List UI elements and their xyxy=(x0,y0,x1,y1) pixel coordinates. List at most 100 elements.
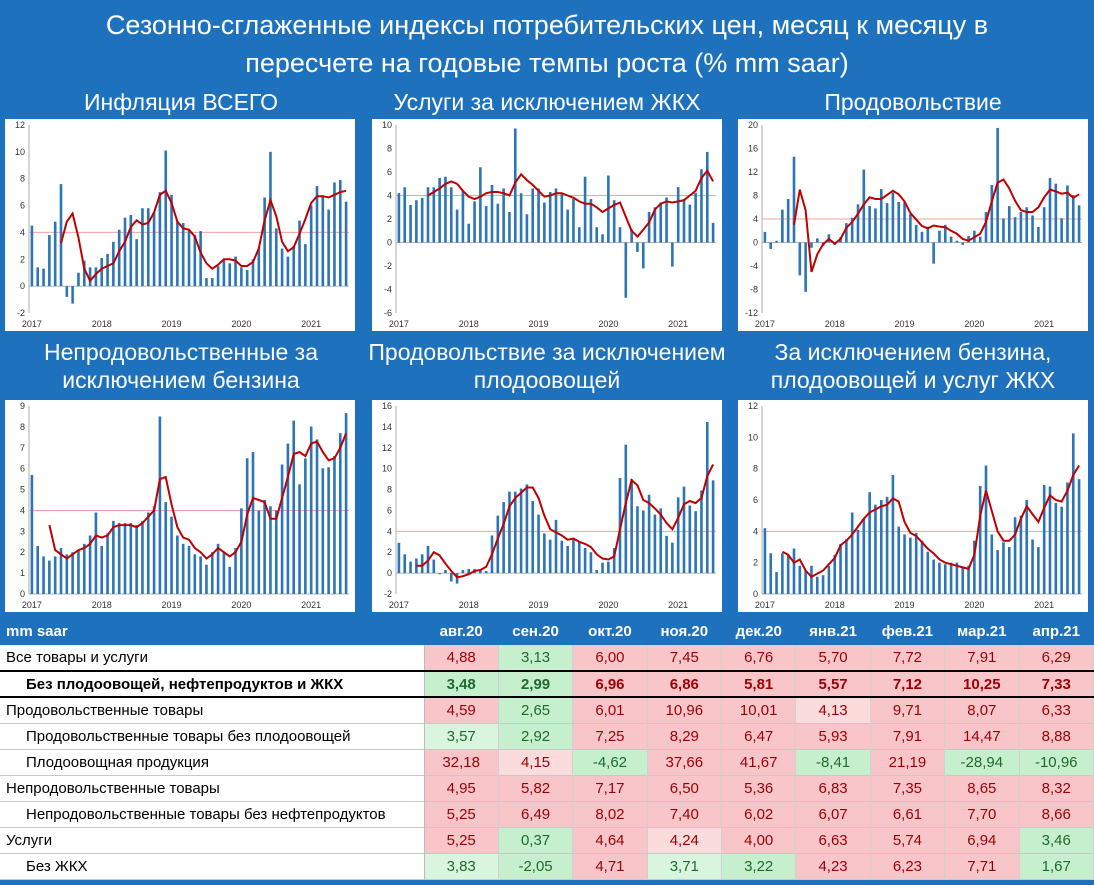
bar xyxy=(222,552,226,594)
bar xyxy=(815,576,819,594)
bar xyxy=(234,256,237,287)
x-tick-label: 2018 xyxy=(459,600,479,610)
table-cell: 6,50 xyxy=(647,775,723,801)
bar xyxy=(595,227,599,243)
chart-2: -6 -4 -2 0 2 4 6 8 10 2017 2018 2019 2020 2021 xyxy=(372,119,722,331)
bar xyxy=(996,550,999,594)
y-tick-label: 6 xyxy=(20,201,25,211)
table-row: Услуги 5,25 0,37 4,64 4,24 4,00 6,63 5,74 6,94 3,… xyxy=(0,827,1094,853)
bar xyxy=(415,558,418,574)
bar xyxy=(397,193,401,243)
bar xyxy=(42,556,45,594)
bar xyxy=(508,211,511,243)
table-cell: 10,96 xyxy=(647,697,723,723)
bar xyxy=(409,561,412,574)
bar xyxy=(926,551,930,594)
x-tick-label: 2019 xyxy=(162,319,182,329)
bar xyxy=(170,516,173,594)
bar xyxy=(496,203,500,243)
bar xyxy=(106,533,109,594)
bar xyxy=(1060,506,1063,594)
bar xyxy=(786,199,790,243)
bar xyxy=(868,492,871,594)
column-header: апр.21 xyxy=(1019,618,1094,645)
bar xyxy=(531,188,535,243)
bar xyxy=(432,559,436,574)
x-tick-label: 2021 xyxy=(1034,600,1054,610)
column-header: фев.21 xyxy=(870,618,945,645)
bar xyxy=(682,198,686,243)
bar xyxy=(82,260,86,287)
bar xyxy=(909,537,912,594)
trend-line xyxy=(416,464,714,579)
table-cell: -28,94 xyxy=(944,749,1020,775)
table-cell: -2,05 xyxy=(498,853,574,879)
bar xyxy=(885,203,889,243)
table-cell: 8,07 xyxy=(944,697,1020,723)
table-cell: 8,02 xyxy=(572,801,648,827)
chart-title-2: Услуги за исключением ЖКХ xyxy=(393,89,701,115)
table-cell: 37,66 xyxy=(647,749,723,775)
bar xyxy=(240,267,243,287)
table-cell: 9,71 xyxy=(870,697,946,723)
table-cell: 4,95 xyxy=(424,775,499,801)
y-tick-label: 0 xyxy=(387,568,392,578)
bar xyxy=(444,569,447,574)
bar xyxy=(694,511,697,574)
bar xyxy=(263,197,266,287)
bar xyxy=(833,554,837,594)
y-tick-label: 0 xyxy=(20,281,25,291)
table-cell: 7,33 xyxy=(1019,671,1094,697)
table-cell: 41,67 xyxy=(721,749,797,775)
y-tick-label: -6 xyxy=(384,308,392,318)
bar xyxy=(88,267,92,287)
y-tick-label: 9 xyxy=(20,401,25,411)
table-cell: 1,67 xyxy=(1019,853,1094,879)
bar xyxy=(1019,515,1023,594)
table-cell: 4,24 xyxy=(647,827,723,853)
y-tick-label: 14 xyxy=(382,422,392,432)
bar xyxy=(129,214,133,287)
bar xyxy=(676,497,680,574)
trend-line xyxy=(793,178,1080,273)
bar xyxy=(280,248,284,287)
bar xyxy=(630,229,633,243)
bar xyxy=(537,514,540,574)
bar xyxy=(891,474,895,594)
bar xyxy=(461,569,465,574)
table-cell: 7,25 xyxy=(572,723,648,749)
table-cell: 7,40 xyxy=(647,801,723,827)
y-tick-label: 1 xyxy=(20,568,25,578)
bar xyxy=(269,151,272,287)
bar xyxy=(327,467,330,594)
bar xyxy=(228,263,232,287)
bar xyxy=(36,545,40,594)
bar xyxy=(856,529,860,594)
chart-svg-3: -12 -8 -4 0 4 8 12 16 20 2017 2018 2019 2020 2021 xyxy=(745,120,1082,329)
row-label: Все товары и услуги xyxy=(0,645,425,671)
bar xyxy=(560,194,564,243)
bar xyxy=(763,528,767,594)
bar xyxy=(798,242,802,276)
bar xyxy=(659,508,663,574)
table-cell: 14,47 xyxy=(944,723,1020,749)
bar xyxy=(77,550,80,594)
y-tick-label: 2 xyxy=(20,254,25,264)
bar xyxy=(955,240,959,243)
table-row: Непродовольственные товары 4,95 5,82 7,17 6,… xyxy=(0,775,1094,801)
table-cell: 4,15 xyxy=(498,749,574,775)
y-tick-label: 20 xyxy=(748,120,758,130)
bar xyxy=(949,562,953,594)
table-row: Продовольственные товары 4,59 2,65 6,01 10,9… xyxy=(0,697,1094,723)
bar xyxy=(577,227,581,243)
table-cell: 10,01 xyxy=(721,697,797,723)
bar xyxy=(274,510,278,594)
bar xyxy=(30,474,34,594)
table-cell: 5,25 xyxy=(424,827,499,853)
table-cell: 6,23 xyxy=(870,853,946,879)
bar xyxy=(601,562,604,574)
title-line-2: пересчете на годовые темпы роста (% mm s… xyxy=(245,48,849,78)
bar xyxy=(152,212,156,287)
bar xyxy=(711,480,715,574)
bar xyxy=(245,458,249,594)
